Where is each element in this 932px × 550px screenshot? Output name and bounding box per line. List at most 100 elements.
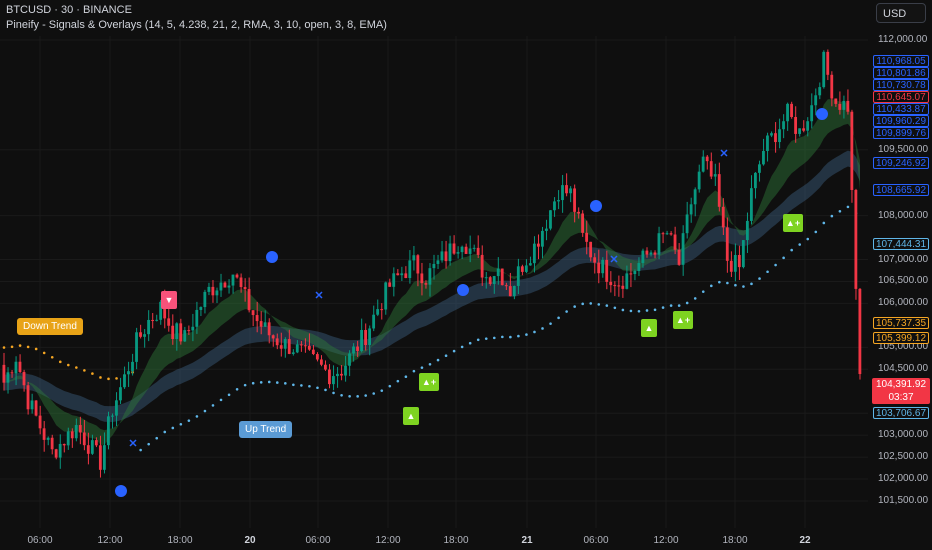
trailing-stop-dot — [718, 280, 721, 284]
candle-body — [364, 329, 368, 345]
trailing-stop-dot — [163, 430, 167, 434]
candle-body — [854, 189, 858, 289]
candle-body — [155, 319, 159, 321]
trailing-stop-dot — [219, 398, 223, 402]
candle-body — [500, 268, 504, 286]
current-price-tag: 104,391.92 03:37 — [872, 378, 930, 404]
candle-body — [328, 369, 331, 385]
buy-plus-signal-marker: ▲+ — [673, 311, 693, 329]
trailing-stop-dot — [300, 384, 303, 387]
price-level-tag: 109,960.29 — [873, 115, 929, 127]
trailing-stop-dot — [364, 394, 367, 397]
trailing-stop-dot — [203, 409, 207, 413]
candle-body — [283, 339, 287, 349]
trailing-stop-dot — [259, 381, 263, 384]
candle-body — [404, 273, 408, 278]
trailing-stop-dot — [308, 384, 311, 388]
candle-body — [372, 314, 376, 329]
trailing-stop-dot — [549, 322, 552, 325]
candle-body — [291, 352, 295, 354]
candle-body — [460, 246, 464, 253]
price-level-tag: 103,706.67 — [873, 407, 929, 419]
candle-body — [553, 201, 556, 211]
price-level-tag: 109,899.76 — [873, 127, 929, 139]
trailing-stop-dot — [18, 344, 22, 347]
candle-body — [705, 156, 709, 162]
indicator-legend[interactable]: Pineify - Signals & Overlays (14, 5, 4.2… — [6, 19, 387, 31]
candle-body — [303, 345, 307, 347]
trailing-stop-dot — [444, 354, 448, 358]
time-axis[interactable]: 06:00 12:00 18:00 20 06:00 12:00 18:00 21 06:00 1… — [0, 530, 870, 550]
candle-body — [826, 51, 830, 75]
candle-body — [669, 233, 673, 235]
candle-body — [111, 415, 114, 417]
candle-body — [484, 277, 488, 279]
candle-body — [123, 374, 126, 388]
candle-body — [392, 273, 396, 287]
candle-body — [786, 103, 789, 122]
candle-body — [729, 260, 733, 272]
candle-body — [38, 415, 42, 429]
pivot-dot — [115, 485, 127, 497]
candle-body — [332, 376, 335, 385]
candle-body — [259, 321, 263, 327]
candle-body — [858, 288, 862, 375]
candle-body — [368, 328, 372, 345]
currency-button[interactable]: USD — [876, 3, 926, 23]
candle-body — [147, 319, 150, 335]
candle-body — [287, 339, 291, 354]
candle-body — [167, 318, 171, 326]
price-level-tag: 107,444.31 — [873, 238, 929, 250]
candle-body — [299, 344, 303, 346]
trailing-stop-dot — [774, 263, 777, 267]
trailing-stop-dot — [91, 372, 94, 375]
trailing-stop-dot — [251, 381, 255, 385]
candle-body — [30, 400, 34, 410]
trailing-stop-dot — [557, 316, 560, 320]
trailing-stop-dot — [436, 358, 440, 362]
candle-body — [90, 440, 94, 454]
trailing-stop-dot — [404, 375, 408, 378]
candle-body — [14, 361, 18, 374]
candle-body — [235, 274, 239, 278]
candle-body — [806, 121, 810, 131]
candle-body — [569, 188, 572, 194]
candle-body — [2, 364, 6, 383]
candle-body — [344, 365, 347, 376]
trailing-stop-dot — [139, 448, 142, 452]
trailing-stop-dot — [179, 422, 183, 426]
grid — [0, 36, 868, 528]
candle-body — [476, 247, 480, 255]
cross-marker — [610, 255, 618, 263]
candle-body — [388, 282, 392, 287]
time-tick-label: 06:00 — [583, 535, 609, 546]
trailing-stop-dot — [356, 395, 359, 398]
symbol-title[interactable]: BTCUSD · 30 · BINANCE — [6, 4, 132, 16]
time-tick-label: 18:00 — [722, 535, 748, 546]
candle-body — [352, 346, 355, 354]
candle-body — [10, 372, 14, 374]
trailing-stop-dot — [412, 369, 416, 373]
price-level-tag: 110,801.86 — [873, 67, 929, 79]
sell-signal-marker: ▼ — [161, 291, 177, 309]
candle-body — [508, 286, 512, 297]
candle-body — [191, 326, 195, 331]
time-tick-label: 12:00 — [375, 535, 401, 546]
candle-body — [661, 233, 665, 235]
trailing-stop-dot — [597, 303, 601, 306]
cross-marker — [315, 291, 323, 299]
price-level-tag: 108,665.92 — [873, 184, 929, 196]
candle-body — [810, 105, 814, 122]
pivot-dot — [590, 200, 602, 212]
candle-body — [356, 346, 359, 351]
time-tick-label: 22 — [799, 535, 811, 546]
candle-body — [223, 282, 227, 288]
trailing-stop-dot — [115, 377, 118, 380]
trailing-stop-dot — [693, 297, 697, 300]
trailing-stop-dot — [34, 347, 38, 351]
candle-body — [653, 252, 657, 255]
candle-body — [420, 273, 424, 284]
candle-body — [58, 443, 62, 458]
